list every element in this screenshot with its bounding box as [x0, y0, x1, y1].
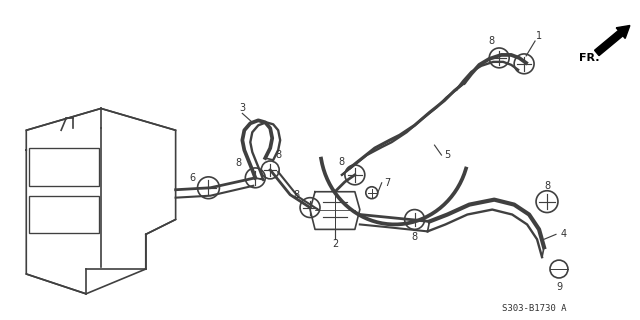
Text: 8: 8 — [339, 157, 345, 167]
Text: 6: 6 — [189, 173, 196, 183]
Text: 8: 8 — [275, 150, 281, 160]
Text: S303-B1730 A: S303-B1730 A — [502, 304, 566, 313]
Bar — [29, 148, 99, 186]
Text: 9: 9 — [556, 282, 562, 292]
Text: 8: 8 — [412, 232, 418, 242]
FancyArrow shape — [595, 26, 630, 56]
Text: 8: 8 — [544, 181, 550, 191]
Text: 8: 8 — [293, 190, 299, 200]
Text: 4: 4 — [561, 229, 567, 239]
Text: 2: 2 — [332, 239, 338, 249]
Text: 5: 5 — [444, 150, 451, 160]
Text: 8: 8 — [236, 158, 241, 168]
Bar — [29, 196, 99, 233]
Text: 7: 7 — [385, 178, 391, 188]
Text: 8: 8 — [488, 36, 494, 46]
Text: FR.: FR. — [579, 53, 600, 63]
Text: 3: 3 — [239, 103, 245, 114]
Text: 1: 1 — [536, 31, 542, 41]
